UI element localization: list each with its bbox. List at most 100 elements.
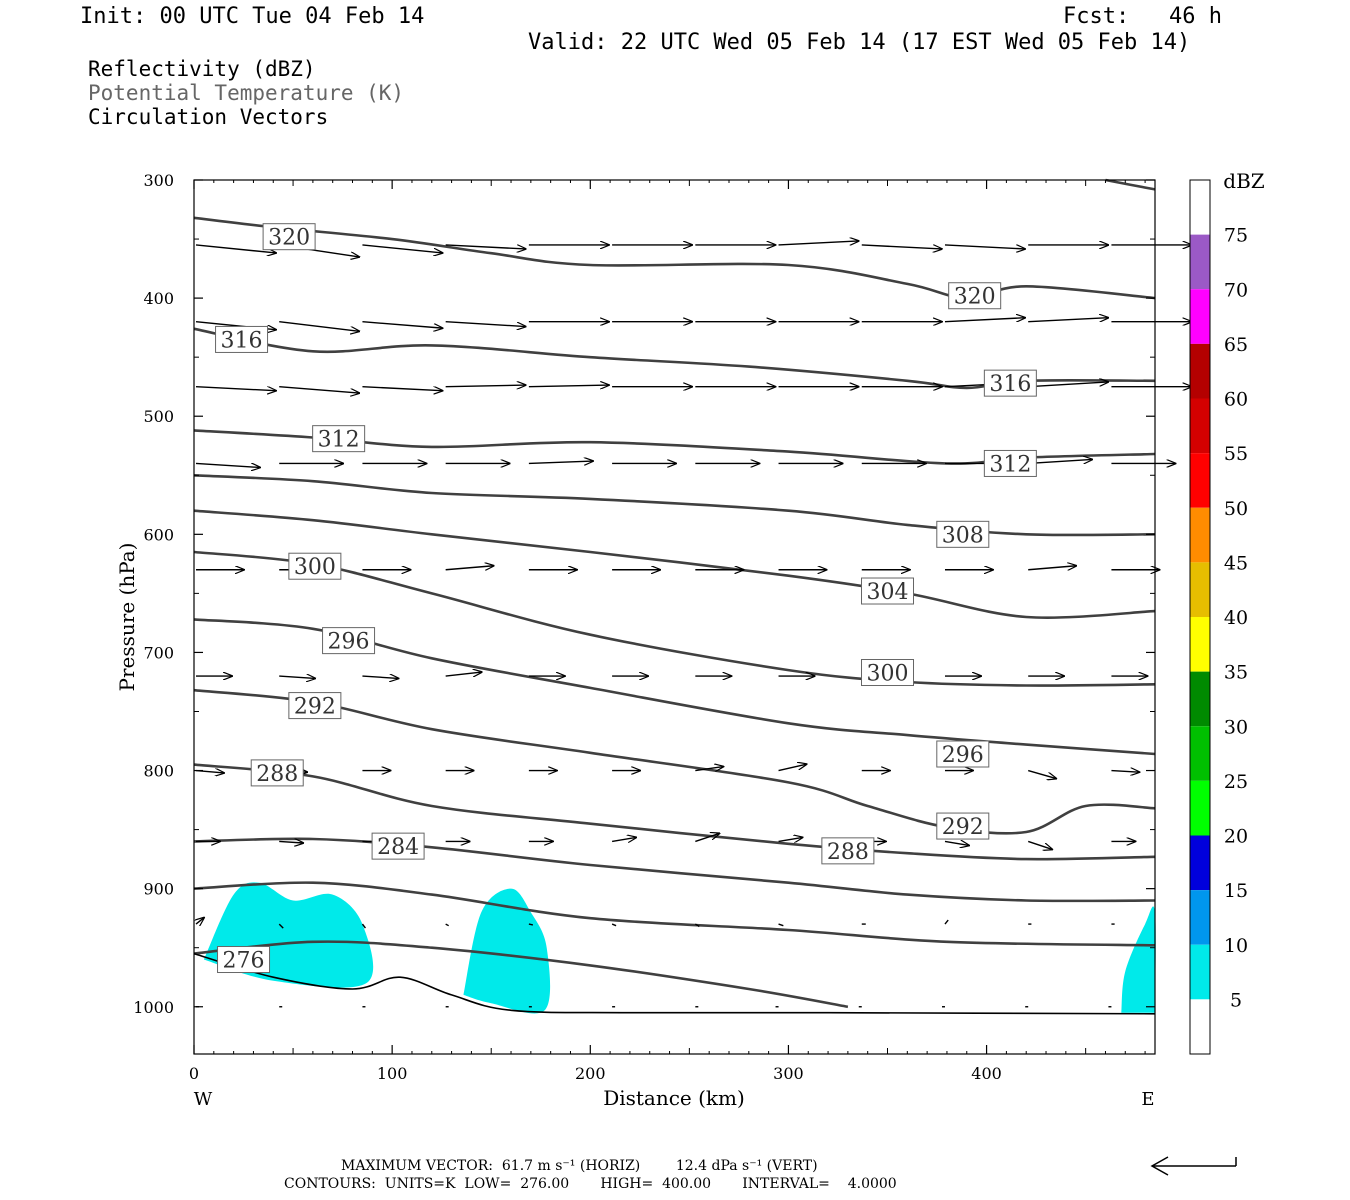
colorbar-title: dBZ	[1223, 169, 1265, 193]
contour-label-box-16	[821, 837, 875, 865]
contour-label-box-12	[936, 740, 990, 768]
contour-label-12: 296	[942, 743, 984, 768]
colorbar-level-55: 55	[1224, 443, 1248, 465]
y-tick-700: 700	[143, 643, 174, 662]
vector-0-8	[861, 244, 942, 249]
y-tick-500: 500	[143, 407, 174, 426]
colorbar-swatch-3	[1190, 343, 1210, 399]
field-reflectivity-label: Reflectivity (dBZ)	[88, 57, 316, 81]
vector-1-1	[279, 321, 359, 332]
colorbar-swatch-2	[1190, 289, 1210, 344]
x-tick-300: 300	[773, 1064, 804, 1083]
colorbar-swatch-6	[1190, 507, 1210, 563]
contour-label-0: 320	[268, 226, 310, 251]
contour-label-box-7	[288, 552, 342, 580]
theta-contour-288	[193, 763, 1156, 861]
vector-1-3	[445, 321, 526, 327]
vector-8-7	[778, 923, 784, 927]
y-tick-1000: 1000	[133, 998, 174, 1017]
theta-contour-308	[193, 474, 1156, 537]
vector-7-6	[695, 833, 719, 843]
colorbar-layer: dBZ 75 70 65 60 55 50 45 40 35 30 25 20 15 10 5	[1189, 169, 1265, 1055]
east-label: E	[1141, 1089, 1154, 1110]
contour-label-box-13	[250, 759, 304, 787]
vector-8-0	[196, 918, 204, 924]
contour-labels-layer: 320 320 316 316 312 312 308 300 304 296 300 292 296 2…	[215, 223, 1037, 974]
x-tick-100: 100	[377, 1064, 408, 1083]
theta-contour-276	[193, 940, 849, 1009]
contour-label-box-9	[322, 627, 376, 655]
contour-label-14: 292	[942, 815, 984, 840]
y-tick-800: 800	[143, 762, 174, 781]
theta-contour-304	[193, 509, 1156, 619]
reflectivity-area-1	[463, 888, 551, 1014]
contour-label-9: 296	[328, 630, 370, 655]
vector-7-9	[944, 841, 969, 845]
contour-label-6: 308	[942, 523, 984, 548]
theta-contour-320	[193, 216, 1156, 300]
contour-label-box-3	[983, 369, 1037, 397]
vector-2-0	[195, 385, 276, 391]
vector-8-6	[694, 923, 700, 928]
vectors-layer	[195, 241, 1191, 1008]
theta-contour-292	[193, 688, 1156, 835]
y-tick-900: 900	[143, 880, 174, 899]
vector-1-9	[944, 318, 1025, 323]
vector-8-4	[528, 923, 534, 926]
theta-contours-layer	[193, 178, 1156, 1009]
vector-5-3	[445, 672, 482, 676]
x-tick-200: 200	[575, 1064, 606, 1083]
vector-0-3	[445, 244, 526, 249]
vector-6-11	[1111, 771, 1139, 773]
contour-label-11: 292	[294, 695, 336, 720]
colorbar-level-25: 25	[1224, 771, 1248, 793]
y-tick-300: 300	[143, 171, 174, 190]
contour-label-box-10	[861, 659, 915, 687]
plot-frame	[193, 179, 1156, 1055]
vector-0-2	[362, 244, 442, 253]
vector-0-0	[195, 244, 276, 253]
vector-6-10	[1028, 769, 1056, 779]
contour-label-box-8	[861, 577, 915, 605]
theta-contour-324	[1105, 178, 1156, 191]
contour-label-box-1	[948, 282, 1002, 310]
y-tick-400: 400	[143, 289, 174, 308]
contour-label-box-15	[371, 832, 425, 860]
contour-label-10: 300	[867, 662, 909, 687]
theta-contour-280	[193, 881, 1156, 947]
vector-2-2	[362, 385, 442, 391]
vector-7-1	[279, 841, 303, 843]
colorbar-swatch-5	[1190, 453, 1210, 508]
vector-5-2	[362, 676, 398, 678]
vector-2-4	[528, 385, 609, 387]
contour-label-box-6	[936, 520, 990, 548]
contour-label-13: 288	[256, 762, 298, 787]
contour-label-3: 316	[989, 372, 1031, 397]
vector-4-10	[1028, 566, 1076, 570]
colorbar-level-5: 5	[1230, 989, 1242, 1011]
contour-label-5: 312	[989, 452, 1031, 477]
colorbar-level-75: 75	[1224, 225, 1248, 247]
contour-label-17: 276	[223, 949, 265, 974]
colorbar-swatch-11	[1190, 780, 1210, 836]
contours-info-label: CONTOURS: UNITS=K LOW= 276.00 HIGH= 400.…	[284, 1176, 897, 1192]
vector-0-9	[944, 244, 1025, 249]
field-vectors-label: Circulation Vectors	[88, 105, 329, 129]
vector-8-3	[445, 923, 449, 927]
vector-2-3	[445, 385, 526, 387]
colorbar-level-45: 45	[1224, 552, 1248, 574]
colorbar-level-35: 35	[1224, 662, 1248, 684]
contour-label-box-11	[288, 692, 342, 720]
reflectivity-layer	[203, 882, 1156, 1014]
colorbar-swatch-9	[1190, 671, 1210, 727]
vector-7-5	[611, 837, 636, 841]
vector-8-5	[611, 923, 617, 927]
reference-vector-icon	[1150, 1156, 1237, 1176]
vector-4-3	[445, 566, 494, 570]
x-tick-400: 400	[971, 1064, 1002, 1083]
vector-5-1	[279, 676, 315, 678]
vector-7-7	[778, 837, 803, 841]
colorbar-swatch-7	[1190, 562, 1210, 617]
colorbar-swatch-13	[1190, 890, 1210, 945]
colorbar-level-60: 60	[1224, 389, 1248, 411]
